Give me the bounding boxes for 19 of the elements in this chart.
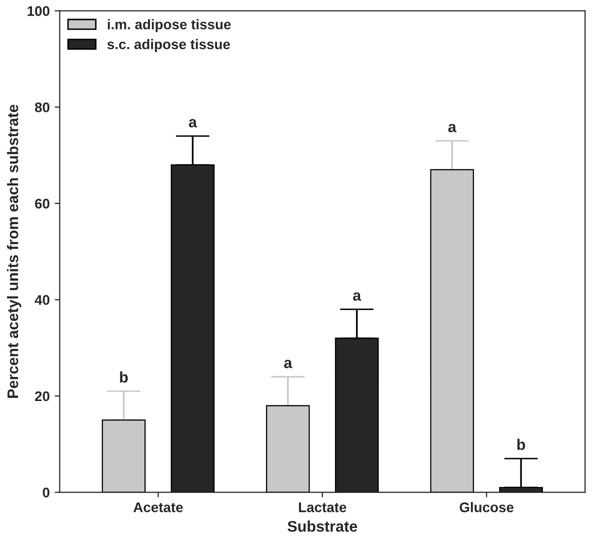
annotation: b	[517, 438, 526, 450]
x-tick-label: Acetate	[133, 502, 183, 512]
x-tick-label: Glucose	[460, 502, 514, 512]
annotation: a	[353, 292, 362, 301]
y-axis-title: Percent acetyl units from each substrate	[7, 104, 22, 398]
annotation: b	[120, 371, 128, 383]
legend-label: i.m. adipose tissue	[108, 19, 231, 32]
annotation: a	[284, 360, 292, 368]
y-tick-label: 20	[35, 391, 50, 402]
y-tick-label: 80	[34, 102, 50, 112]
y-tick-label: 60	[35, 198, 50, 209]
legend-label: s.c. adipose tissue	[107, 39, 230, 52]
annotation: a	[188, 119, 198, 128]
x-tick-label: Lactate	[298, 502, 346, 512]
y-tick-label: 0	[42, 488, 50, 498]
x-axis-title: Substrate	[288, 520, 358, 532]
y-tick-label: 40	[34, 295, 50, 305]
y-tick-label: 100	[28, 6, 50, 16]
annotation: a	[448, 124, 456, 132]
